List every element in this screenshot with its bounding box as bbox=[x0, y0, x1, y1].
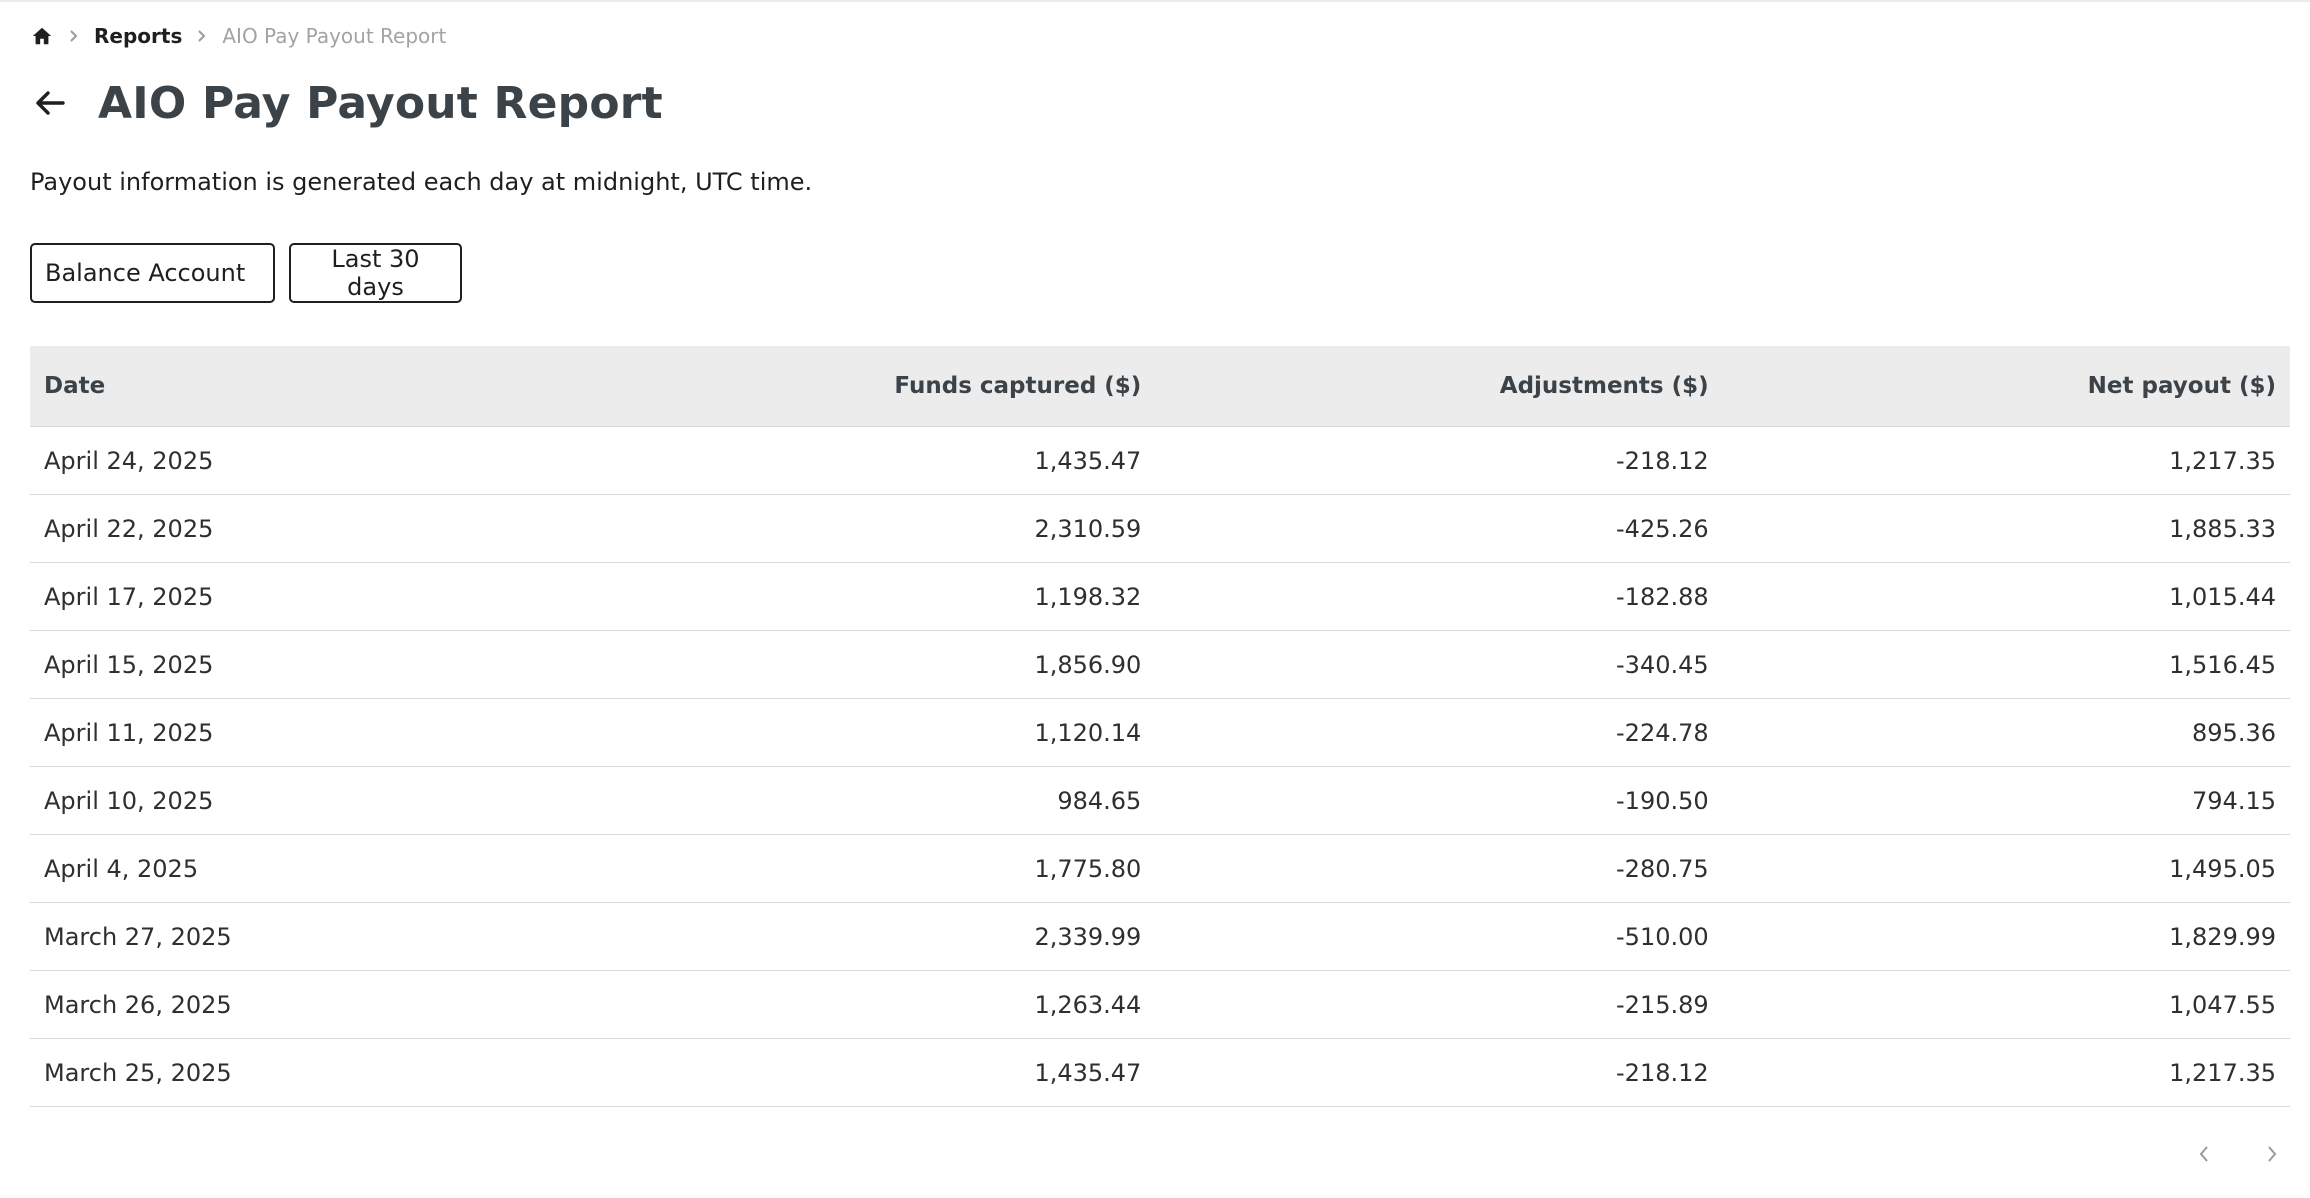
cell-date: March 25, 2025 bbox=[30, 1038, 588, 1107]
arrow-left-icon[interactable] bbox=[30, 83, 70, 123]
cell-date: April 24, 2025 bbox=[30, 426, 588, 495]
table-row[interactable]: April 22, 2025 2,310.59 -425.26 1,885.33 bbox=[30, 494, 2290, 563]
table-row[interactable]: April 24, 2025 1,435.47 -218.12 1,217.35 bbox=[30, 426, 2290, 495]
cell-adjustments: -218.12 bbox=[1155, 426, 1723, 495]
cell-funds: 1,435.47 bbox=[588, 426, 1156, 495]
cell-date: April 4, 2025 bbox=[30, 834, 588, 903]
cell-funds: 2,310.59 bbox=[588, 494, 1156, 563]
table-row[interactable]: March 27, 2025 2,339.99 -510.00 1,829.99 bbox=[30, 902, 2290, 971]
table-row[interactable]: March 26, 2025 1,263.44 -215.89 1,047.55 bbox=[30, 970, 2290, 1039]
column-header-adjustments: Adjustments ($) bbox=[1155, 346, 1723, 427]
cell-net: 1,885.33 bbox=[1722, 494, 2290, 563]
table-body: April 24, 2025 1,435.47 -218.12 1,217.35… bbox=[30, 426, 2290, 1107]
chevron-right-icon[interactable] bbox=[2258, 1140, 2286, 1168]
breadcrumb-item-current: AIO Pay Payout Report bbox=[222, 24, 447, 48]
cell-adjustments: -215.89 bbox=[1155, 970, 1723, 1039]
table-row[interactable]: April 4, 2025 1,775.80 -280.75 1,495.05 bbox=[30, 834, 2290, 903]
cell-funds: 1,435.47 bbox=[588, 1038, 1156, 1107]
cell-funds: 1,775.80 bbox=[588, 834, 1156, 903]
table-row[interactable]: April 11, 2025 1,120.14 -224.78 895.36 bbox=[30, 698, 2290, 767]
title-row: AIO Pay Payout Report bbox=[30, 70, 663, 136]
cell-funds: 984.65 bbox=[588, 766, 1156, 835]
cell-funds: 1,198.32 bbox=[588, 562, 1156, 631]
cell-net: 1,829.99 bbox=[1722, 902, 2290, 971]
table-header: Date Funds captured ($) Adjustments ($) … bbox=[30, 346, 2290, 427]
table-row[interactable]: March 25, 2025 1,435.47 -218.12 1,217.35 bbox=[30, 1038, 2290, 1107]
cell-funds: 2,339.99 bbox=[588, 902, 1156, 971]
breadcrumb: Reports AIO Pay Payout Report bbox=[30, 20, 446, 52]
cell-date: April 17, 2025 bbox=[30, 562, 588, 631]
cell-funds: 1,856.90 bbox=[588, 630, 1156, 699]
date-range-filter[interactable]: Last 30 days bbox=[289, 243, 462, 303]
page-title: AIO Pay Payout Report bbox=[98, 77, 663, 129]
table-row[interactable]: April 10, 2025 984.65 -190.50 794.15 bbox=[30, 766, 2290, 835]
home-icon[interactable] bbox=[30, 24, 54, 48]
cell-net: 1,495.05 bbox=[1722, 834, 2290, 903]
cell-net: 1,047.55 bbox=[1722, 970, 2290, 1039]
cell-net: 794.15 bbox=[1722, 766, 2290, 835]
cell-net: 1,217.35 bbox=[1722, 1038, 2290, 1107]
page-description: Payout information is generated each day… bbox=[30, 168, 813, 196]
top-divider bbox=[0, 0, 2310, 2]
cell-net: 1,015.44 bbox=[1722, 562, 2290, 631]
cell-date: March 27, 2025 bbox=[30, 902, 588, 971]
cell-date: April 15, 2025 bbox=[30, 630, 588, 699]
cell-net: 1,217.35 bbox=[1722, 426, 2290, 495]
cell-adjustments: -280.75 bbox=[1155, 834, 1723, 903]
column-header-net: Net payout ($) bbox=[1722, 346, 2290, 427]
chevron-left-icon[interactable] bbox=[2190, 1140, 2218, 1168]
chevron-right-icon bbox=[182, 29, 222, 43]
breadcrumb-item-reports[interactable]: Reports bbox=[94, 24, 183, 48]
cell-net: 1,516.45 bbox=[1722, 630, 2290, 699]
cell-funds: 1,263.44 bbox=[588, 970, 1156, 1039]
pagination bbox=[2190, 1140, 2286, 1168]
cell-adjustments: -340.45 bbox=[1155, 630, 1723, 699]
cell-date: April 22, 2025 bbox=[30, 494, 588, 563]
cell-net: 895.36 bbox=[1722, 698, 2290, 767]
cell-date: April 11, 2025 bbox=[30, 698, 588, 767]
table-row[interactable]: April 17, 2025 1,198.32 -182.88 1,015.44 bbox=[30, 562, 2290, 631]
payout-table-container: Date Funds captured ($) Adjustments ($) … bbox=[30, 346, 2290, 1107]
cell-adjustments: -510.00 bbox=[1155, 902, 1723, 971]
cell-adjustments: -182.88 bbox=[1155, 562, 1723, 631]
cell-adjustments: -190.50 bbox=[1155, 766, 1723, 835]
table-row[interactable]: April 15, 2025 1,856.90 -340.45 1,516.45 bbox=[30, 630, 2290, 699]
column-header-funds: Funds captured ($) bbox=[588, 346, 1156, 427]
cell-adjustments: -218.12 bbox=[1155, 1038, 1723, 1107]
column-header-date: Date bbox=[30, 346, 588, 427]
balance-account-filter[interactable]: Balance Account bbox=[30, 243, 275, 303]
chevron-right-icon bbox=[54, 29, 94, 43]
cell-adjustments: -224.78 bbox=[1155, 698, 1723, 767]
cell-adjustments: -425.26 bbox=[1155, 494, 1723, 563]
filter-bar: Balance Account Last 30 days bbox=[30, 243, 462, 303]
cell-date: April 10, 2025 bbox=[30, 766, 588, 835]
cell-funds: 1,120.14 bbox=[588, 698, 1156, 767]
table-header-row: Date Funds captured ($) Adjustments ($) … bbox=[30, 346, 2290, 427]
payout-table: Date Funds captured ($) Adjustments ($) … bbox=[30, 346, 2290, 1107]
cell-date: March 26, 2025 bbox=[30, 970, 588, 1039]
